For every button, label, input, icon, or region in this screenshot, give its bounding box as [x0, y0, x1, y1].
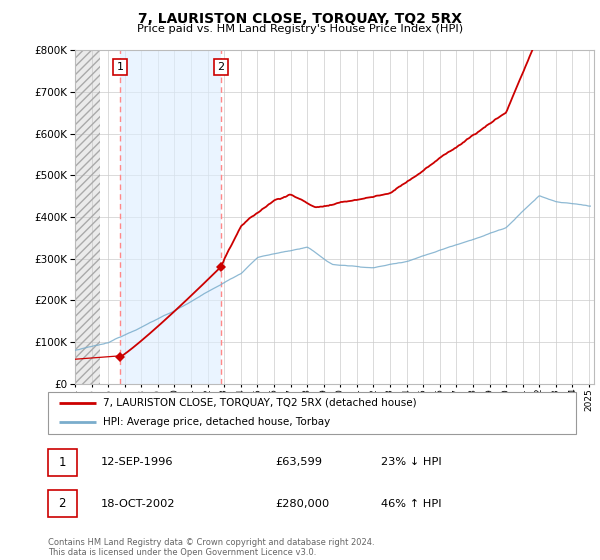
Text: 1: 1 [59, 456, 66, 469]
Text: Price paid vs. HM Land Registry's House Price Index (HPI): Price paid vs. HM Land Registry's House … [137, 24, 463, 34]
Text: Contains HM Land Registry data © Crown copyright and database right 2024.
This d: Contains HM Land Registry data © Crown c… [48, 538, 374, 557]
FancyBboxPatch shape [48, 491, 77, 517]
Text: 2: 2 [59, 497, 66, 510]
FancyBboxPatch shape [48, 449, 77, 475]
Text: HPI: Average price, detached house, Torbay: HPI: Average price, detached house, Torb… [103, 417, 331, 427]
Text: £63,599: £63,599 [275, 458, 322, 467]
Text: 2: 2 [217, 62, 224, 72]
Text: 7, LAURISTON CLOSE, TORQUAY, TQ2 5RX (detached house): 7, LAURISTON CLOSE, TORQUAY, TQ2 5RX (de… [103, 398, 417, 408]
Text: £280,000: £280,000 [275, 499, 329, 508]
Text: 12-SEP-1996: 12-SEP-1996 [101, 458, 173, 467]
Text: 23% ↓ HPI: 23% ↓ HPI [380, 458, 442, 467]
Text: 18-OCT-2002: 18-OCT-2002 [101, 499, 175, 508]
Text: 7, LAURISTON CLOSE, TORQUAY, TQ2 5RX: 7, LAURISTON CLOSE, TORQUAY, TQ2 5RX [138, 12, 462, 26]
Text: 1: 1 [116, 62, 124, 72]
Text: 46% ↑ HPI: 46% ↑ HPI [380, 499, 441, 508]
